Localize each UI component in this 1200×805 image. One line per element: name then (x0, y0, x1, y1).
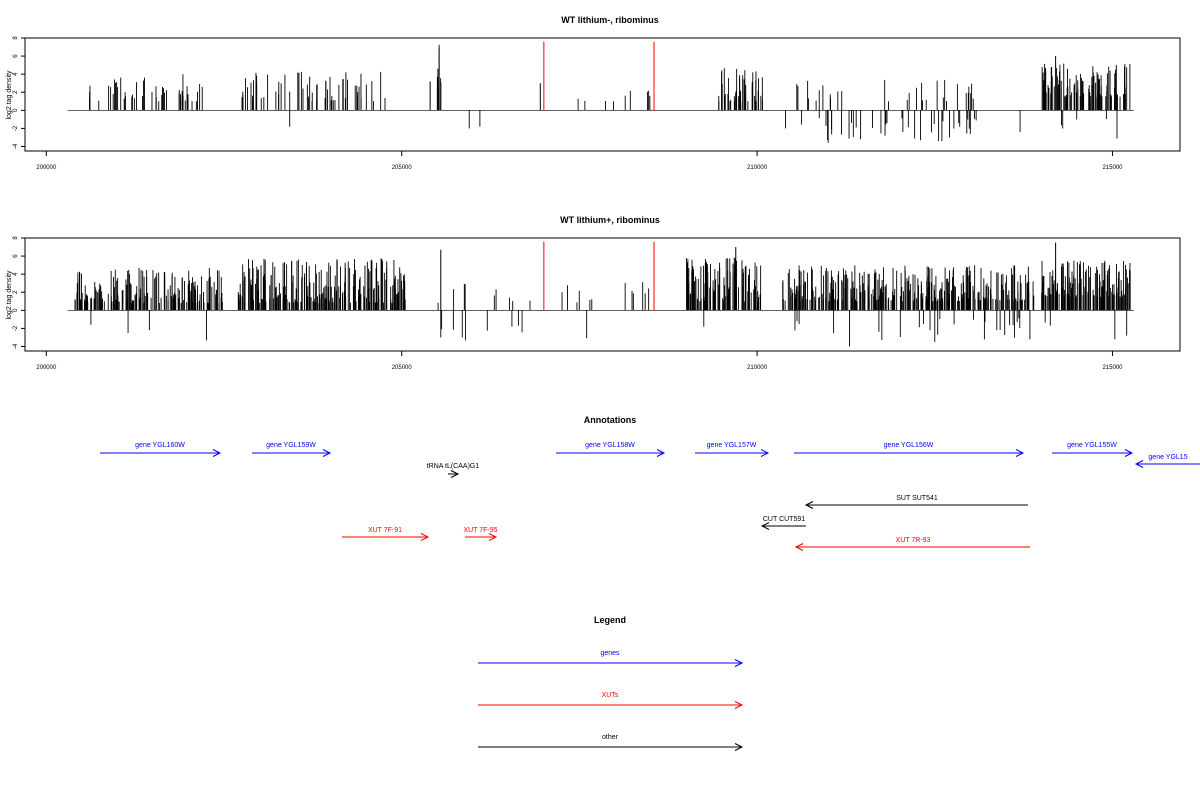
legend-title: Legend (594, 615, 626, 625)
y-tick-label: -2 (13, 125, 19, 131)
x-tick-label: 205000 (392, 365, 413, 371)
feature-arrow (1052, 449, 1134, 457)
track-panel-lithium-plus: WT lithium+, ribominus log2 tag density … (6, 215, 1181, 371)
legend-panel: Legend genes XUTs other (478, 615, 744, 751)
legend-entries: genes XUTs other (478, 650, 744, 751)
feature-arrow (794, 543, 1030, 551)
feature-arrow (252, 449, 332, 457)
y-tick-label: 2 (13, 290, 19, 294)
legend-arrow (478, 701, 744, 709)
feature-arrow (342, 533, 430, 541)
feature-label: XUT 7F-91 (368, 527, 402, 534)
feature-label: CUT CUT591 (763, 516, 805, 523)
x-tick-label: 200000 (36, 165, 57, 171)
y-tick-label: 4 (13, 272, 19, 276)
x-axis: 200000 205000 210000 215000 (36, 151, 1123, 171)
feature-label: XUT 7R-93 (896, 537, 931, 544)
feature-label: gene YGL15 (1148, 454, 1187, 461)
track-panel-lithium-minus: WT lithium-, ribominus log2 tag density … (6, 15, 1181, 171)
legend-arrow (478, 743, 744, 751)
annotations-title: Annotations (584, 415, 637, 425)
feature-arrow (794, 449, 1025, 457)
y-tick-label: 0 (13, 308, 19, 312)
feature-label: tRNA tL(CAA)G1 (427, 463, 480, 470)
feature-label: gene YGL157W (707, 442, 757, 449)
density-bars (67, 242, 1134, 347)
y-axis-label: log2 tag density (6, 270, 13, 320)
feature-arrow (556, 449, 666, 457)
feature-arrow (100, 449, 222, 457)
x-tick-label: 210000 (747, 165, 768, 171)
plot-frame (24, 237, 1181, 352)
y-tick-label: 8 (13, 36, 19, 40)
feature-arrow (760, 522, 806, 530)
x-tick-label: 210000 (747, 365, 768, 371)
y-tick-label: -4 (13, 343, 19, 349)
y-tick-label: 6 (13, 54, 19, 58)
x-axis: 200000 205000 210000 215000 (36, 351, 1123, 371)
y-tick-label: 8 (13, 236, 19, 240)
feature-label: SUT SUT541 (896, 495, 938, 502)
x-tick-label: 215000 (1102, 365, 1123, 371)
highlight-bars (543, 241, 655, 311)
feature-arrow (804, 501, 1028, 509)
feature-arrow (448, 470, 460, 478)
y-tick-label: 0 (13, 108, 19, 112)
annotations-panel: Annotations gene YGL160W gene YGL159W gene… (100, 415, 1200, 551)
y-tick-label: 4 (13, 72, 19, 76)
highlight-bars (543, 41, 655, 111)
y-tick-label: 2 (13, 90, 19, 94)
y-axis: -4 -2 0 2 4 6 8 (13, 36, 25, 149)
y-tick-label: -4 (13, 143, 19, 149)
annotation-features: gene YGL160W gene YGL159W gene YGL158W gene… (100, 442, 1200, 551)
x-tick-label: 205000 (392, 165, 413, 171)
density-bars (67, 44, 1134, 143)
feature-label: gene YGL155W (1067, 442, 1117, 449)
feature-label: gene YGL160W (135, 442, 185, 449)
feature-arrow (1134, 460, 1200, 468)
y-axis: -4 -2 0 2 4 6 8 (13, 236, 25, 349)
plot-frame (24, 37, 1181, 152)
feature-label: gene YGL158W (585, 442, 635, 449)
x-tick-label: 215000 (1102, 165, 1123, 171)
y-axis-label: log2 tag density (6, 70, 13, 120)
legend-label: XUTs (602, 692, 619, 699)
legend-arrow (478, 659, 744, 667)
x-tick-label: 200000 (36, 365, 57, 371)
feature-label: XUT 7F-95 (463, 527, 497, 534)
legend-label: genes (600, 650, 620, 657)
feature-arrow (695, 449, 770, 457)
panel-title: WT lithium+, ribominus (560, 215, 660, 225)
feature-label: gene YGL159W (266, 442, 316, 449)
y-tick-label: 6 (13, 254, 19, 258)
feature-label: gene YGL156W (884, 442, 934, 449)
legend-label: other (602, 734, 619, 741)
panel-title: WT lithium-, ribominus (561, 15, 659, 25)
y-tick-label: -2 (13, 325, 19, 331)
feature-arrow (465, 533, 498, 541)
